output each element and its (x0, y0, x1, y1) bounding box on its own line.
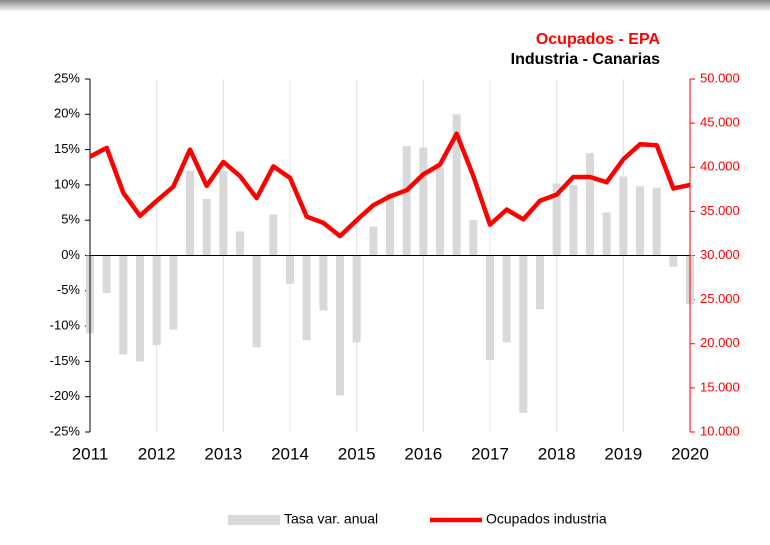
legend-label: Tasa var. anual (284, 511, 378, 527)
line (88, 131, 691, 239)
y-tick-label: 5% (61, 212, 80, 227)
bar (369, 226, 378, 256)
x-tick-label: 2013 (204, 444, 242, 463)
x-tick-label: 2019 (604, 444, 642, 463)
y-tick-label: -15% (50, 353, 81, 368)
x-tick-label: 2017 (471, 444, 509, 463)
bar (502, 255, 511, 343)
bar (169, 255, 178, 330)
y-tick-label: 25% (54, 70, 80, 85)
bar (552, 183, 561, 256)
y2-tick-label: 35.000 (700, 203, 740, 218)
bar (319, 255, 328, 311)
bar (102, 255, 111, 293)
x-tick-label: 2015 (338, 444, 376, 463)
x-tick-label: 2014 (271, 444, 309, 463)
y2-tick-label: 50.000 (700, 70, 740, 85)
y2-tick-label: 30.000 (700, 247, 740, 262)
y2-tick-label: 40.000 (700, 159, 740, 174)
bar (286, 255, 294, 284)
bar (302, 255, 311, 341)
y2-tick-label: 25.000 (700, 291, 740, 306)
y2-tick-label: 20.000 (700, 335, 740, 350)
bar (352, 255, 361, 343)
bar (202, 199, 211, 256)
x-tick-label: 2011 (72, 444, 109, 463)
y2-tick-label: 10.000 (700, 423, 740, 438)
y-tick-label: -25% (50, 423, 81, 438)
bar (386, 193, 394, 256)
x-tick-label: 2018 (538, 444, 576, 463)
y-tick-label: -20% (50, 388, 81, 403)
bar (469, 220, 478, 256)
bar (602, 212, 611, 256)
bar (619, 176, 628, 256)
bar (636, 186, 644, 256)
y-tick-label: 0% (61, 247, 80, 262)
bar (219, 170, 228, 256)
top-shadow (0, 0, 770, 12)
y-tick-label: 15% (54, 141, 80, 156)
bar (186, 170, 194, 256)
bar (536, 255, 544, 310)
bar (436, 167, 444, 256)
bar (519, 255, 528, 413)
y-tick-label: -5% (57, 282, 81, 297)
bar (569, 184, 578, 256)
bar (136, 255, 144, 362)
chart-subtitle: Industria - Canarias (511, 51, 660, 68)
bar (586, 153, 594, 256)
x-tick-label: 2016 (404, 444, 442, 463)
bar (669, 255, 678, 267)
chart-title: Ocupados - EPA (536, 31, 661, 48)
x-tick-label: 2020 (671, 444, 709, 463)
legend-label: Ocupados industria (486, 511, 607, 527)
bar (152, 255, 161, 346)
bar (269, 214, 278, 256)
y2-tick-label: 45.000 (700, 115, 740, 130)
y-tick-label: 10% (54, 176, 80, 191)
x-tick-label: 2012 (138, 444, 176, 463)
bar (119, 255, 128, 355)
bar (402, 146, 411, 256)
legend-swatch (228, 515, 280, 525)
bar (652, 187, 661, 256)
y-tick-label: 20% (54, 106, 80, 121)
bar (236, 231, 244, 256)
bar (419, 147, 428, 256)
bar (486, 255, 494, 360)
bar (452, 114, 461, 256)
y2-tick-label: 15.000 (700, 379, 740, 394)
bar (252, 255, 261, 348)
y-tick-label: -10% (50, 318, 81, 333)
bar (336, 255, 344, 396)
